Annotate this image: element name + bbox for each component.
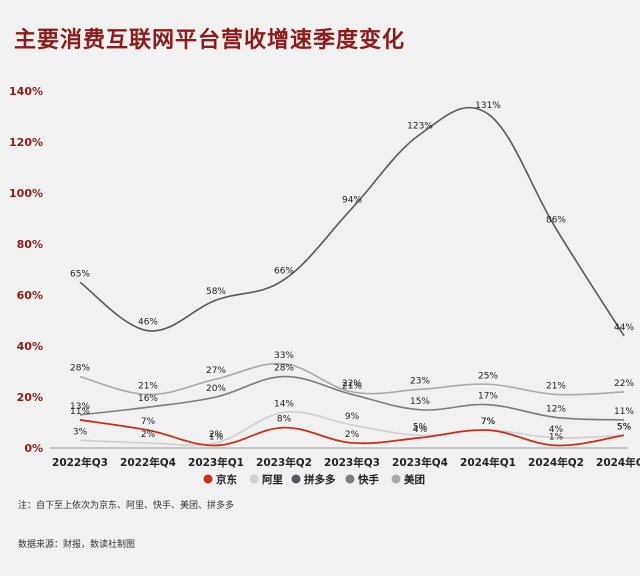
- data-label: 22%: [614, 379, 634, 389]
- data-label: 7%: [481, 417, 496, 427]
- data-label: 15%: [410, 397, 430, 407]
- data-label: 44%: [614, 323, 634, 333]
- data-label: 5%: [617, 422, 632, 432]
- y-tick-label: 140%: [9, 85, 43, 98]
- x-axis: 2022年Q3 2022年Q4 2023年Q1 2023年Q2 2023年Q3 2023年…: [52, 456, 640, 469]
- data-label: 21%: [546, 381, 566, 391]
- data-label: 7%: [481, 417, 496, 427]
- data-label: 21%: [138, 381, 158, 391]
- data-label: 28%: [70, 364, 90, 374]
- data-source: 数据来源：财报，数读社制图: [18, 540, 136, 550]
- x-tick-label: 2023年Q4: [392, 456, 448, 469]
- legend: 京东 阿里 拼多多 快手 美团: [203, 473, 425, 486]
- data-label: 58%: [206, 287, 226, 297]
- data-label: 3%: [73, 427, 88, 437]
- y-tick-label: 100%: [9, 187, 43, 200]
- legend-label: 美团: [404, 473, 425, 486]
- data-label: 2%: [209, 430, 224, 440]
- series-line-2: [79, 410, 625, 447]
- data-label: 21%: [342, 381, 362, 391]
- x-tick-label: 2022年Q3: [52, 456, 108, 469]
- data-label: 1%: [209, 432, 224, 442]
- data-label: 5%: [413, 422, 428, 432]
- chart-title: 主要消费互联网平台营收增速季度变化: [14, 28, 406, 53]
- data-label: 27%: [206, 366, 226, 376]
- series-line-4: [79, 375, 625, 421]
- y-tick-label: 0%: [24, 442, 43, 455]
- x-tick-label: 2023年Q1: [188, 456, 244, 469]
- x-tick-label: 2024年Q3: [596, 456, 640, 469]
- data-label: 2%: [345, 430, 360, 440]
- chart-note: 注：自下至上依次为京东、阿里、快手、美团、拼多多: [18, 501, 235, 511]
- data-label: 86%: [546, 216, 566, 226]
- line-chart: 0%20%40%60%80%100%120%140% 2022年Q3 2022年Q…: [9, 85, 640, 486]
- data-label: 94%: [342, 195, 362, 205]
- data-label: 123%: [407, 121, 433, 131]
- legend-swatch: [391, 474, 401, 484]
- data-label: 11%: [70, 407, 90, 417]
- data-label: 25%: [478, 371, 498, 381]
- data-label: 46%: [138, 318, 158, 328]
- data-label: 23%: [410, 376, 430, 386]
- series-line-1: [79, 419, 625, 447]
- legend-swatch: [291, 474, 301, 484]
- data-label: 12%: [546, 404, 566, 414]
- data-label: 16%: [138, 394, 158, 404]
- y-tick-label: 20%: [17, 391, 43, 404]
- data-label: 11%: [614, 407, 634, 417]
- data-label: 4%: [549, 425, 564, 435]
- data-label: 2%: [141, 430, 156, 440]
- legend-label: 拼多多: [304, 473, 336, 486]
- legend-label: 快手: [357, 473, 379, 486]
- data-label: 28%: [274, 364, 294, 374]
- data-labels: 11%7%1%8%2%4%7%1%5%3% 2% 2%14%9%5%7%4% 5%65…: [70, 101, 634, 443]
- data-label: 7%: [141, 417, 156, 427]
- data-label: 4%: [413, 425, 428, 435]
- series-line-3: [79, 106, 625, 337]
- x-tick-label: 2024年Q1: [460, 456, 516, 469]
- data-label: 8%: [277, 415, 292, 425]
- legend-swatch: [345, 474, 355, 484]
- data-label: 66%: [274, 267, 294, 277]
- data-label: 17%: [478, 392, 498, 402]
- data-label: 65%: [70, 269, 90, 279]
- legend-label: 京东: [216, 473, 237, 486]
- y-tick-label: 80%: [17, 238, 43, 251]
- x-tick-label: 2024年Q2: [528, 456, 584, 469]
- y-tick-label: 60%: [17, 289, 43, 302]
- legend-swatch: [249, 474, 259, 484]
- x-tick-label: 2022年Q4: [120, 456, 176, 469]
- series-lines: [79, 106, 625, 447]
- x-tick-label: 2023年Q3: [324, 456, 380, 469]
- data-label: 9%: [345, 412, 360, 422]
- series-line-5: [79, 362, 625, 396]
- legend-label: 阿里: [262, 474, 283, 486]
- data-label: 14%: [274, 399, 294, 409]
- y-tick-label: 40%: [17, 340, 43, 353]
- data-label: 131%: [475, 101, 501, 111]
- data-label: 33%: [274, 351, 294, 361]
- data-label: 1%: [549, 432, 564, 442]
- y-axis: 0% 20% 40% 60% 80% 100% 120% 140%: [9, 85, 43, 455]
- data-label: 5%: [617, 422, 632, 432]
- x-tick-label: 2023年Q2: [256, 456, 312, 469]
- data-label: 22%: [342, 379, 362, 389]
- data-label: 13%: [70, 402, 90, 412]
- data-label: 20%: [206, 384, 226, 394]
- legend-swatch: [203, 474, 213, 484]
- y-tick-label: 120%: [9, 136, 43, 149]
